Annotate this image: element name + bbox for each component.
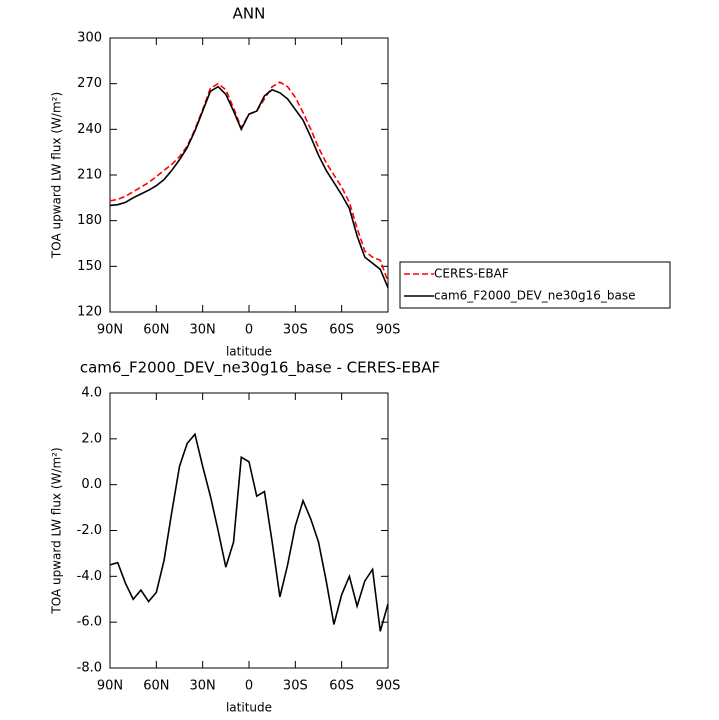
y-axis-label: TOA upward LW flux (W/m²)	[50, 447, 64, 614]
x-tick-label: 0	[245, 679, 253, 694]
chart-title: cam6_F2000_DEV_ne30g16_base - CERES-EBAF	[80, 359, 440, 378]
y-tick-label: 150	[77, 259, 102, 274]
y-tick-label: 2.0	[81, 431, 102, 446]
plot-frame	[109, 37, 389, 313]
y-tick-label: -6.0	[77, 615, 102, 630]
x-tick-label: 60N	[143, 323, 169, 338]
y-tick-label: 210	[77, 168, 102, 183]
x-axis-label: latitude	[226, 345, 272, 359]
legend-label: cam6_F2000_DEV_ne30g16_base	[434, 289, 636, 303]
x-tick-label: 30S	[283, 323, 308, 338]
y-tick-label: 270	[77, 76, 102, 91]
y-tick-label: 300	[77, 31, 102, 46]
y-tick-label: 120	[77, 305, 102, 320]
x-tick-label: 30N	[190, 323, 216, 338]
y-tick-label: 4.0	[81, 386, 102, 401]
data-line	[109, 81, 389, 282]
y-tick-label: 180	[77, 213, 102, 228]
data-line	[109, 432, 389, 632]
chart-title: ANN	[233, 5, 266, 23]
legend-label: CERES-EBAF	[434, 267, 509, 281]
x-tick-label: 90N	[97, 679, 123, 694]
y-tick-label: 240	[77, 122, 102, 137]
y-axis-label: TOA upward LW flux (W/m²)	[50, 92, 64, 259]
x-tick-label: 0	[245, 323, 253, 338]
y-tick-label: -4.0	[77, 569, 102, 584]
y-tick-label: -8.0	[77, 661, 102, 676]
y-tick-label: -2.0	[77, 523, 102, 538]
x-tick-label: 60S	[329, 679, 354, 694]
legend-box	[399, 261, 671, 309]
data-line	[109, 85, 389, 288]
x-tick-label: 90N	[97, 323, 123, 338]
plot-frame	[109, 392, 389, 669]
x-tick-label: 90S	[376, 679, 401, 694]
x-tick-label: 30N	[190, 679, 216, 694]
x-tick-label: 60N	[143, 679, 169, 694]
x-axis-label: latitude	[226, 701, 272, 715]
x-tick-label: 90S	[376, 323, 401, 338]
y-tick-label: 0.0	[81, 477, 102, 492]
x-tick-label: 60S	[329, 323, 354, 338]
x-tick-label: 30S	[283, 679, 308, 694]
